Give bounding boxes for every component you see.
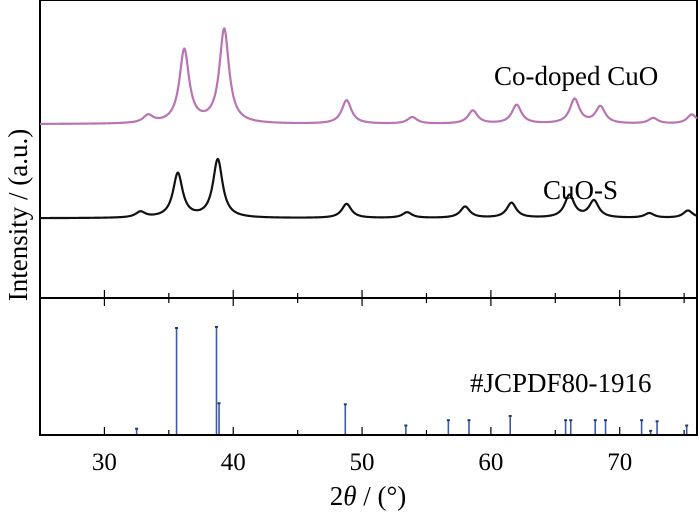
- reference-stick-cap: [564, 419, 568, 422]
- reference-label: #JCPDF80-1916: [470, 368, 652, 398]
- top-panel-frame: [39, 0, 698, 299]
- reference-stick-cap: [655, 420, 659, 423]
- reference-lines: [135, 325, 689, 434]
- reference-stick-cap: [467, 419, 471, 422]
- x-tick-label: 40: [221, 449, 246, 476]
- series-label-cuo-s: CuO-S: [543, 175, 618, 205]
- series-line-1: [39, 157, 698, 220]
- y-axis-label: Intensity / (a.u.): [3, 129, 33, 301]
- x-tick-label: 60: [478, 449, 503, 476]
- reference-stick-cap: [446, 419, 450, 422]
- x-axis-label: 2θ / (°): [330, 481, 407, 511]
- reference-stick-cap: [217, 402, 221, 405]
- reference-stick-cap: [135, 427, 139, 430]
- x-tick-label: 50: [350, 449, 375, 476]
- series-label-co-doped: Co-doped CuO: [494, 61, 658, 91]
- reference-stick-cap: [649, 429, 653, 432]
- bottom-panel-frame: [39, 297, 698, 436]
- xrd-traces: [39, 27, 698, 220]
- series-line-0: [39, 27, 698, 125]
- reference-stick-cap: [214, 325, 218, 328]
- x-tick-label: 70: [607, 449, 632, 476]
- reference-stick-cap: [569, 419, 573, 422]
- x-tick-label: 30: [92, 449, 117, 476]
- reference-stick-cap: [343, 403, 347, 406]
- reference-stick-cap: [404, 424, 408, 427]
- reference-stick-cap: [508, 414, 512, 417]
- x-axis-ticks: [39, 290, 685, 435]
- reference-stick-cap: [175, 327, 179, 329]
- reference-stick-cap: [593, 419, 597, 422]
- reference-stick-cap: [604, 419, 608, 422]
- reference-stick-cap: [640, 419, 644, 422]
- x-axis-tick-labels: 30 40 50 60 70: [92, 449, 632, 476]
- reference-stick-cap: [685, 424, 689, 427]
